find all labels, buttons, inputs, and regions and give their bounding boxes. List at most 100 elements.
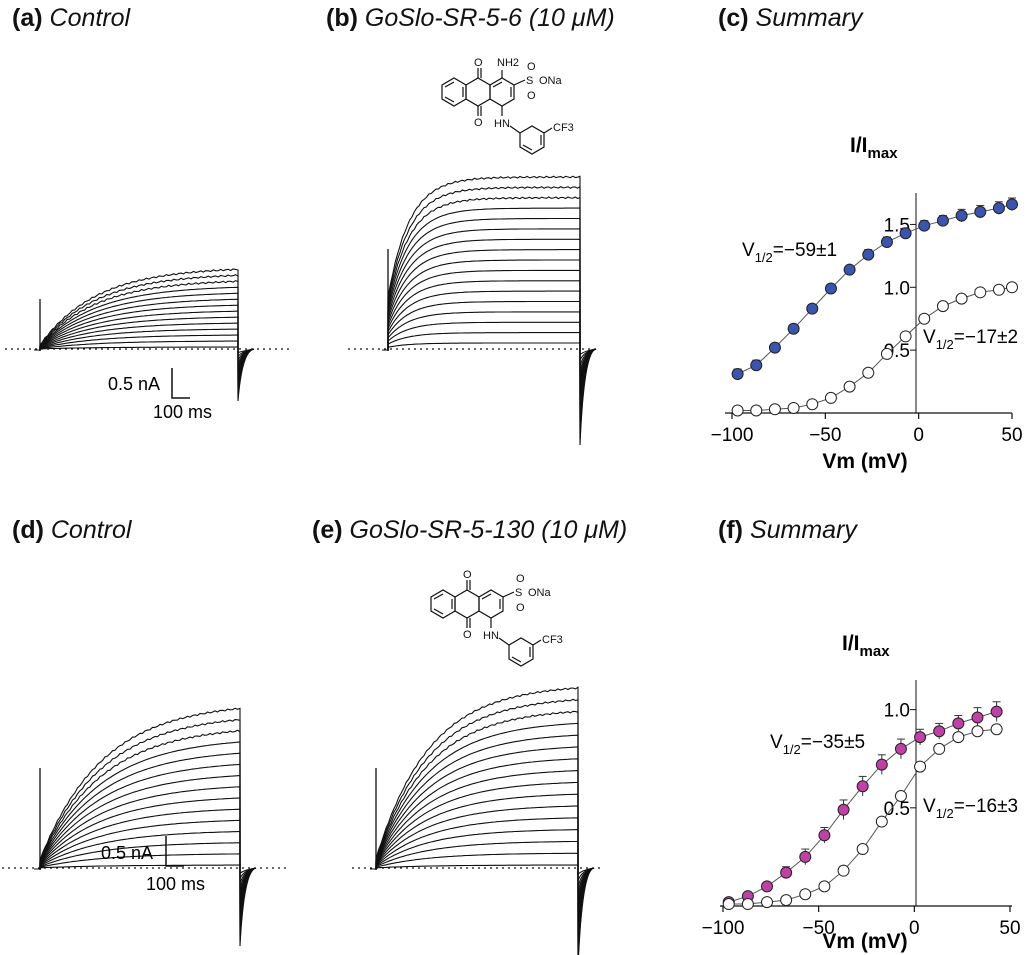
chart-c: I/Imax Vm (mV) −100 −50 0 50 0.51.01.5 V1/2… (711, 134, 1023, 473)
current-trace (382, 207, 597, 429)
data-point (741, 898, 754, 911)
mol-e-label-o2: O (516, 602, 525, 614)
data-point (894, 790, 907, 803)
data-point (933, 725, 946, 738)
current-trace (382, 196, 597, 434)
scale-bar-top-time: 100 ms (153, 402, 212, 422)
fit-curve (737, 286, 1013, 411)
current-trace (34, 274, 255, 398)
current-trace (34, 346, 255, 354)
data-point (899, 227, 912, 240)
current-trace (34, 268, 255, 402)
current-trace (382, 280, 597, 389)
chart-f-annotation-2: V1/2=−16±3 (923, 796, 1018, 821)
data-point (955, 209, 968, 222)
current-trace (370, 686, 595, 955)
mol-e-label-hn: HN (483, 630, 499, 642)
data-point (880, 236, 893, 249)
data-point (761, 896, 774, 909)
current-trace (34, 292, 255, 387)
data-point (862, 248, 875, 261)
panel-a-letter: (a) (12, 4, 43, 32)
data-point (971, 711, 984, 724)
current-trace (370, 710, 595, 955)
current-trace (382, 321, 597, 367)
chart-f: I/Imax Vm (mV) −100 −50 0 50 0.51.0 V1/2=−3… (702, 632, 1021, 953)
current-trace (370, 758, 595, 931)
chart-f-annotation-2-main: V (923, 796, 936, 817)
x-tick-label: −100 (702, 918, 745, 939)
molecule-e (430, 580, 542, 667)
data-point (936, 300, 949, 313)
current-traces-a (34, 268, 255, 402)
data-point (787, 401, 800, 414)
current-trace (34, 304, 255, 379)
current-trace (34, 853, 257, 879)
mol-e-label-s: S (515, 587, 522, 599)
data-point (780, 894, 793, 907)
molecule-e-labels: S ONa O O O O HN CF3 (463, 569, 563, 646)
mol-b-label-s: S (526, 75, 533, 87)
mol-b-label-o4: O (474, 117, 483, 129)
data-point (914, 760, 927, 773)
current-trace (34, 786, 257, 910)
current-traces-b (382, 175, 597, 446)
current-trace (382, 290, 597, 383)
data-point (862, 366, 875, 379)
current-trace (370, 805, 595, 906)
chart-c-ylabel-sub: max (868, 145, 899, 162)
data-point (750, 359, 763, 372)
current-trace (34, 741, 257, 931)
panel-d-letter: (d) (12, 516, 44, 544)
y-tick-label: 1.0 (884, 701, 910, 722)
data-point (768, 403, 781, 416)
current-trace (34, 322, 255, 368)
data-point (936, 214, 949, 227)
x-tick-label: −100 (711, 425, 754, 446)
chart-f-ylabel: I/Imax (842, 632, 890, 660)
data-point (875, 758, 888, 771)
data-point (918, 219, 931, 232)
current-trace (382, 311, 597, 372)
panel-a-title: (a) Control (12, 4, 130, 33)
scale-bar-top: 0.5 nA 100 ms (108, 368, 212, 422)
current-trace (34, 842, 257, 884)
data-point (974, 286, 987, 299)
scale-bar-bottom: 0.5 nA 100 ms (101, 836, 205, 894)
mol-e-label-cf3: CF3 (542, 634, 563, 646)
current-trace (370, 781, 595, 919)
panel-b-title: (b) GoSlo-SR-5-6 (10 μM) (326, 4, 615, 33)
scale-bar-bottom-current: 0.5 nA (101, 843, 153, 863)
chart-c-annotation-2-main: V (923, 327, 936, 348)
current-trace (382, 342, 597, 356)
data-point (787, 322, 800, 335)
panel-f-title: (f) Summary (718, 516, 857, 545)
chart-c-annotation-2-value: =−17±2 (954, 327, 1018, 348)
chart-f-annotation-1-sub: 1/2 (783, 742, 801, 757)
data-point (1006, 281, 1018, 294)
x-tick-label: 50 (1001, 425, 1022, 446)
data-point (731, 368, 744, 381)
panel-d-title: (d) Control (12, 516, 131, 545)
data-point (894, 742, 907, 755)
data-point (952, 717, 965, 730)
panel-c-letter: (c) (718, 4, 749, 32)
data-point (918, 312, 931, 325)
data-point (799, 850, 812, 863)
current-traces-e (370, 686, 595, 955)
data-point (722, 898, 735, 911)
mol-b-label-cf3: CF3 (553, 122, 574, 134)
current-trace (34, 298, 255, 383)
y-tick-label: 0.5 (884, 799, 910, 820)
current-trace (34, 775, 257, 915)
current-trace (34, 719, 257, 941)
mol-b-label-nh2: NH2 (497, 57, 519, 69)
current-trace (382, 249, 597, 406)
current-trace (370, 829, 595, 894)
chart-f-ylabel-main: I/I (842, 632, 860, 655)
x-tick-label: −50 (809, 425, 841, 446)
chart-c-annotation-2: V1/2=−17±2 (923, 327, 1018, 352)
data-point (1006, 198, 1018, 211)
current-trace (34, 328, 255, 365)
